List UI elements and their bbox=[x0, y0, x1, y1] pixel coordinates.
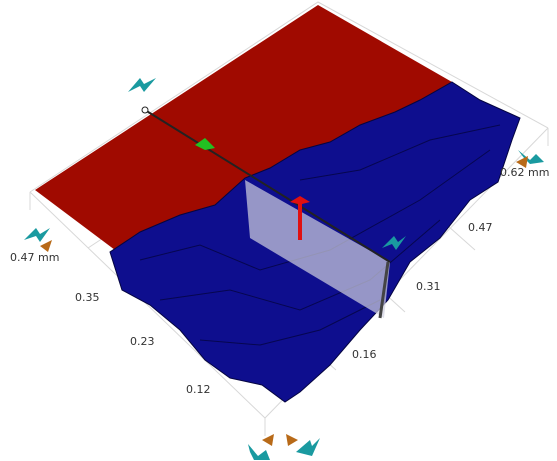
axis-label: 0.16 bbox=[352, 348, 377, 361]
section-start[interactable] bbox=[142, 107, 148, 113]
axis-label: 0.31 bbox=[416, 280, 441, 293]
axis-label: 0.47 mm bbox=[10, 251, 59, 264]
axis-label: 0.47 bbox=[468, 221, 493, 234]
axis-label: 0.12 bbox=[186, 383, 211, 396]
axis-label: 0.35 bbox=[75, 291, 100, 304]
page: {"axes": {"left": ["0.47 mm", "0.35", "0… bbox=[0, 0, 557, 461]
axis-label: 0.23 bbox=[130, 335, 155, 348]
surface-3d-view[interactable]: 0.47 mm 0.35 0.23 0.12 0.62 mm 0.47 0.31… bbox=[0, 0, 557, 461]
axis-label: 0.62 mm bbox=[500, 166, 549, 179]
